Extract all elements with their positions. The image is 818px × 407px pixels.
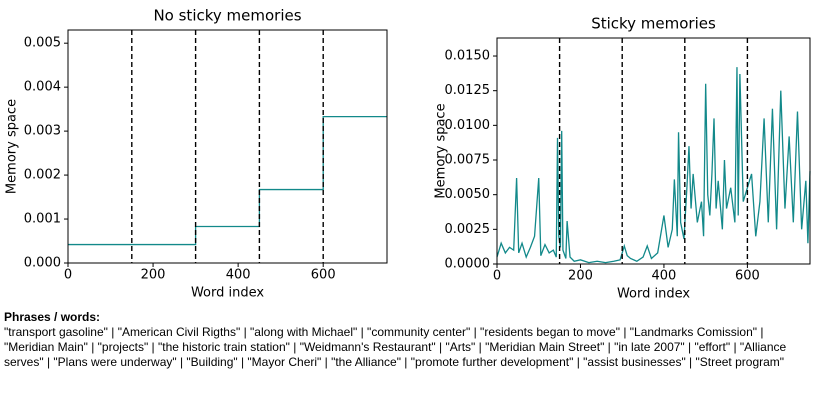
plot-frame <box>496 37 811 265</box>
y-axis-label: Memory space <box>434 103 449 198</box>
x-tick-label: 600 <box>311 268 336 283</box>
x-tick-label: 0 <box>64 268 72 283</box>
x-axis-label: Word index <box>191 286 264 301</box>
x-tick-label: 600 <box>735 269 760 284</box>
caption-text: "transport gasoline" | "American Civil R… <box>4 325 787 369</box>
y-tick-label: 0.003 <box>24 124 61 139</box>
x-tick-label: 200 <box>141 268 166 283</box>
caption: Phrases / words: "transport gasoline" | … <box>4 310 816 370</box>
chart-title: Sticky memories <box>591 15 716 33</box>
data-line <box>496 67 811 264</box>
x-tick-label: 200 <box>568 269 593 284</box>
x-axis-label: Word index <box>617 287 690 301</box>
y-tick-label: 0.000 <box>24 256 61 271</box>
data-line <box>68 115 387 246</box>
plot-frame <box>67 29 388 264</box>
y-tick-label: 0.004 <box>24 80 61 95</box>
x-tick-label: 400 <box>652 269 677 284</box>
y-tick-label: 0.005 <box>24 36 61 51</box>
y-tick-label: 0.0075 <box>445 153 491 168</box>
y-tick-label: 0.001 <box>24 212 61 227</box>
chart-title: No sticky memories <box>153 7 301 25</box>
y-tick-label: 0.0100 <box>445 118 491 133</box>
x-tick-label: 400 <box>226 268 251 283</box>
y-axis-label: Memory space <box>5 99 20 194</box>
x-tick-label: 0 <box>493 269 501 284</box>
y-tick-label: 0.002 <box>24 168 61 183</box>
y-tick-label: 0.0150 <box>445 49 491 64</box>
y-tick-label: 0.0025 <box>445 222 491 237</box>
y-tick-label: 0.0000 <box>445 257 491 272</box>
figure: No sticky memories Word index Memory space… <box>5 7 811 301</box>
caption-title: Phrases / words: <box>4 310 101 324</box>
y-tick-label: 0.0050 <box>445 187 491 202</box>
y-tick-label: 0.0125 <box>445 83 491 98</box>
